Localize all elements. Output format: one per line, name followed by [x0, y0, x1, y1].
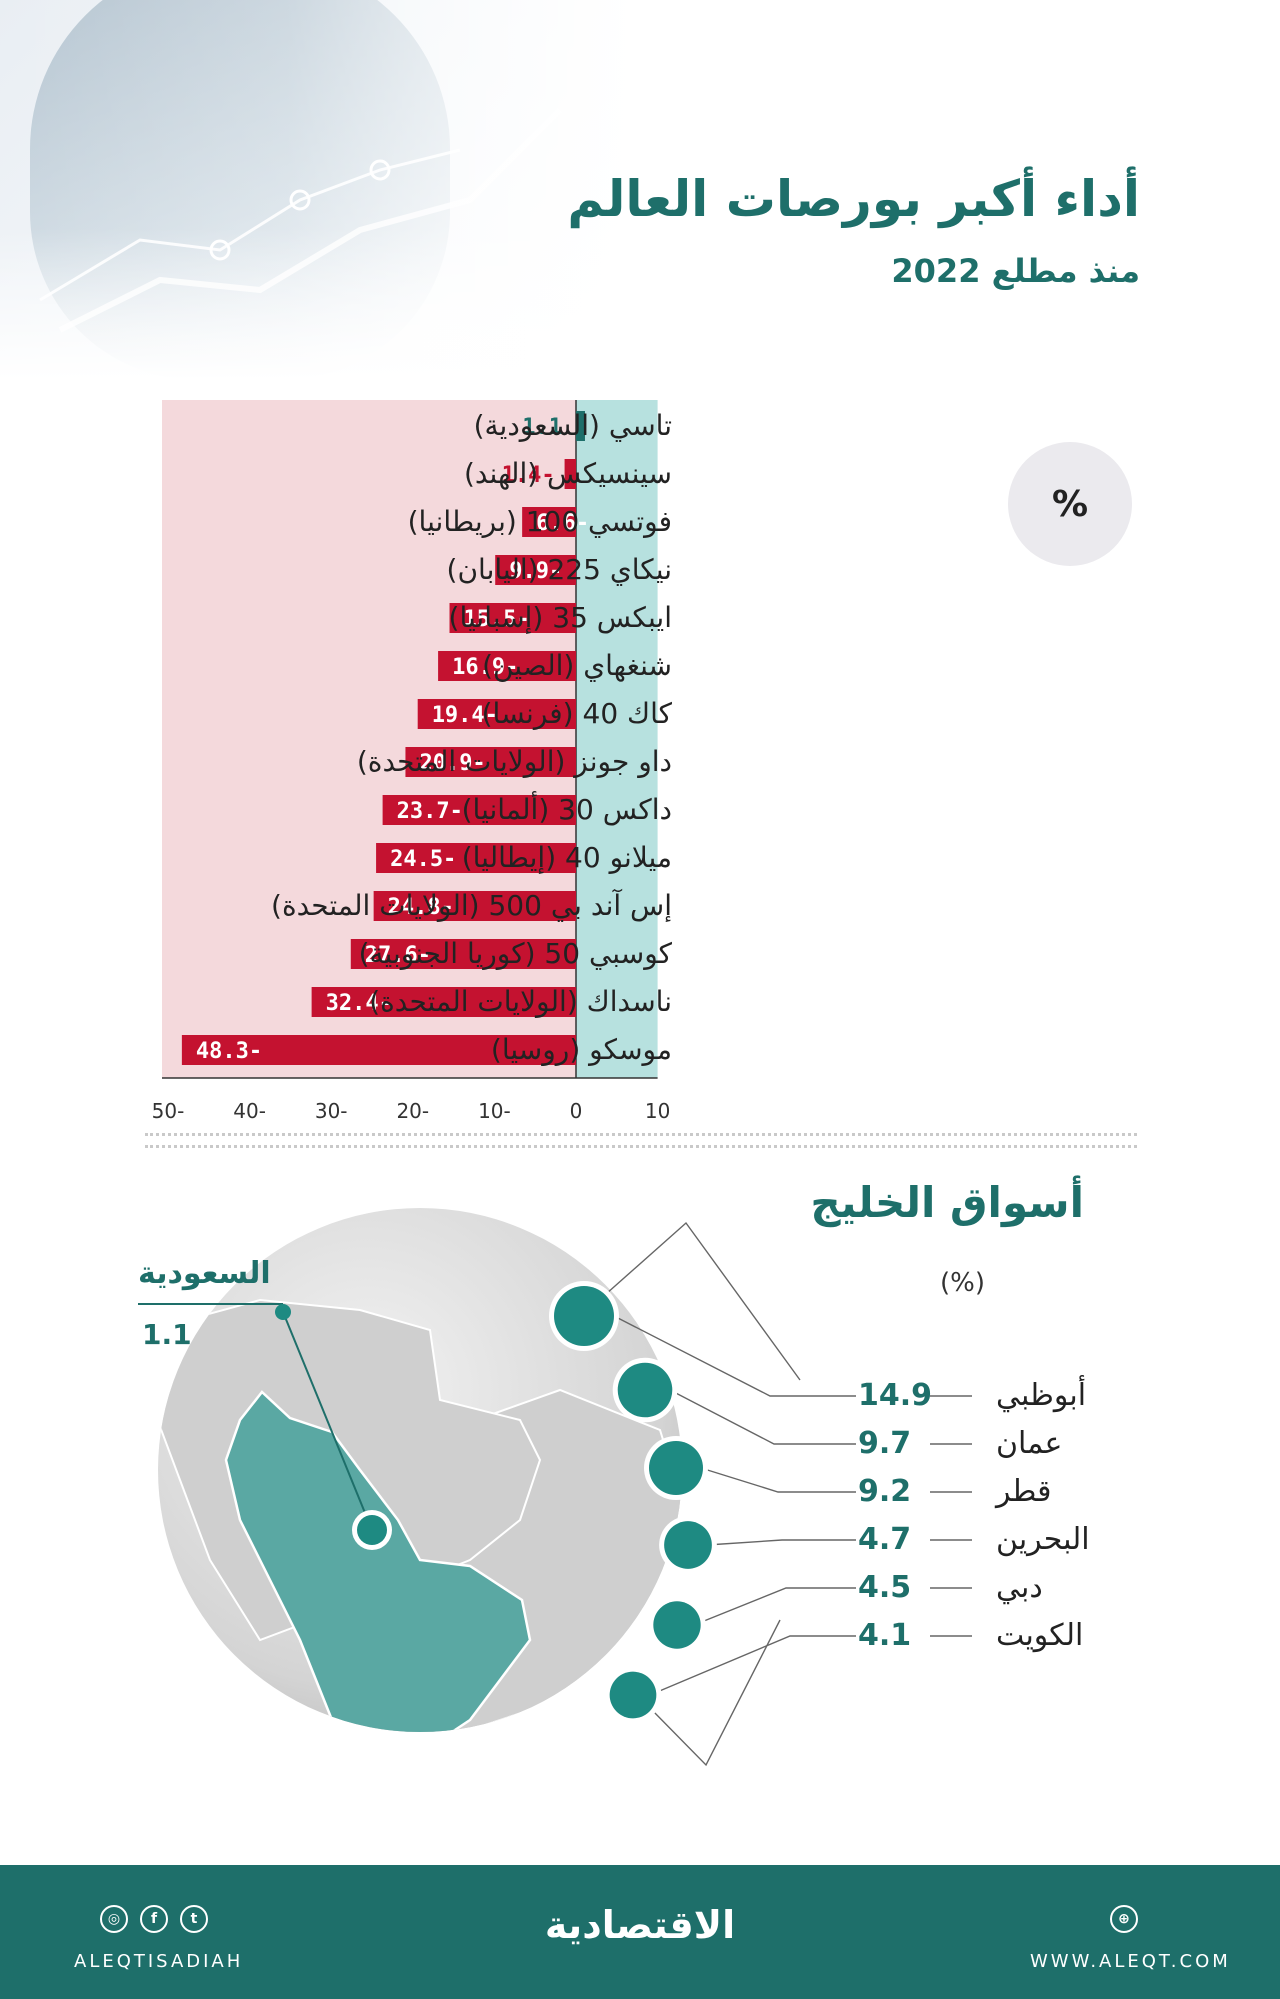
data-label-9: 24.5-: [390, 847, 456, 872]
bar-chart: 1.1 1.4- 6.6- 9.9- 15.5- 16.9- 19.4- 20.9- 23.7-…: [152, 400, 670, 1120]
marker-4: [653, 1601, 701, 1649]
page-title: أداء أكبر بورصات العالم: [567, 170, 1140, 228]
data-label-8: 23.7-: [397, 799, 463, 824]
data-label-11: 27.6-: [365, 943, 431, 968]
positive-background: [576, 400, 658, 1078]
leader-line-5: [649, 1635, 856, 1696]
saudi-leader-line: [282, 1311, 373, 1531]
gulf-value-3: 4.7: [858, 1522, 912, 1557]
divider-top: [145, 1133, 1137, 1136]
gulf-markets-title: أسواق الخليج: [810, 1178, 1084, 1227]
bar-4: [449, 603, 576, 633]
marker-5: [609, 1671, 657, 1719]
bracket-bottom: [650, 1619, 781, 1767]
globe-icon[interactable]: ⊕: [1110, 1905, 1138, 1933]
data-label-7: 20.9-: [419, 751, 485, 776]
gulf-value-4: 4.5: [858, 1570, 912, 1605]
marker-1: [617, 1362, 673, 1418]
bar-13: [181, 1035, 576, 1065]
saudi-label: السعودية: [138, 1256, 271, 1291]
leader-line-1: [669, 1389, 856, 1445]
bar-9: [376, 843, 576, 873]
data-label-12: 32.4-: [326, 991, 392, 1016]
gulf-name-0: أبوظبي: [996, 1378, 1087, 1413]
gulf-value-0: 14.9: [858, 1378, 933, 1413]
bar-10: [373, 891, 576, 921]
bar-12: [311, 987, 576, 1017]
leader-line-3: [706, 1539, 856, 1546]
leader-line-0: [613, 1315, 856, 1397]
data-label-10: 24.8-: [388, 895, 454, 920]
marker-2: [648, 1440, 704, 1496]
x-tick-label-2: 30-: [315, 1099, 348, 1120]
x-tick-label-3: 20-: [396, 1099, 429, 1120]
data-label-6: 19.4-: [432, 703, 498, 728]
bracket-top: [605, 1221, 801, 1381]
negative-background: [162, 400, 576, 1078]
gulf-name-4: دبي: [996, 1570, 1043, 1605]
gulf-name-1: عمان: [996, 1426, 1063, 1461]
divider-bottom: [145, 1145, 1137, 1148]
x-tick-label-6: 10: [645, 1099, 670, 1120]
data-label-1: 1.4-: [502, 463, 555, 488]
x-tick-label-0: 50-: [152, 1099, 185, 1120]
gulf-name-2: قطر: [996, 1474, 1052, 1509]
footer-logo: الاقتصادية: [544, 1903, 736, 1947]
gulf-map: [138, 1208, 972, 1767]
data-label-2: 6.6-: [536, 511, 589, 536]
saudi-value: 1.1: [142, 1318, 192, 1351]
bar-8: [382, 795, 576, 825]
footer-handle[interactable]: ALEQTISADIAH: [74, 1951, 244, 1972]
footer-website[interactable]: WWW.ALEQT.COM: [1030, 1951, 1231, 1972]
instagram-icon[interactable]: ◎: [100, 1905, 128, 1933]
leader-line-2: [700, 1467, 856, 1493]
x-tick-label-5: 0: [570, 1099, 583, 1120]
x-tick-label-4: 10-: [478, 1099, 511, 1120]
data-label-4: 15.5-: [464, 607, 530, 632]
gulf-value-1: 9.7: [858, 1426, 912, 1461]
unit-badge: %: [1008, 442, 1132, 566]
facebook-icon[interactable]: f: [140, 1905, 168, 1933]
saudi-marker: [357, 1515, 387, 1545]
bar-1: [564, 459, 576, 489]
data-label-3: 9.9-: [509, 559, 562, 584]
bar-11: [350, 939, 576, 969]
hero-image: [0, 0, 640, 380]
saudi-arabia-shape: [224, 1390, 532, 1732]
bar-7: [405, 747, 576, 777]
saudi-pin: [275, 1304, 291, 1320]
gulf-name-3: البحرين: [996, 1522, 1090, 1557]
x-tick-label-1: 40-: [233, 1099, 266, 1120]
data-label-13: 48.3-: [196, 1039, 262, 1064]
gulf-unit-label: (%): [940, 1268, 985, 1298]
map-layer: [158, 1298, 682, 1732]
data-label-5: 16.9-: [452, 655, 518, 680]
gulf-value-2: 9.2: [858, 1474, 912, 1509]
twitter-icon[interactable]: t: [180, 1905, 208, 1933]
bar-2: [522, 507, 576, 537]
bar-5: [438, 651, 576, 681]
page-subtitle: منذ مطلع 2022: [891, 252, 1140, 290]
leader-line-4: [693, 1587, 856, 1626]
bar-0: [576, 411, 585, 441]
gulf-value-5: 4.1: [858, 1618, 912, 1653]
marker-0: [554, 1286, 614, 1346]
gulf-name-5: الكويت: [996, 1618, 1084, 1653]
bar-6: [417, 699, 576, 729]
footer: ◎ f t ⊕ الاقتصادية ALEQTISADIAH WWW.ALEQ…: [0, 1865, 1280, 1999]
data-label-0: 1.1: [522, 415, 562, 440]
bar-3: [495, 555, 576, 585]
marker-3: [664, 1521, 712, 1569]
